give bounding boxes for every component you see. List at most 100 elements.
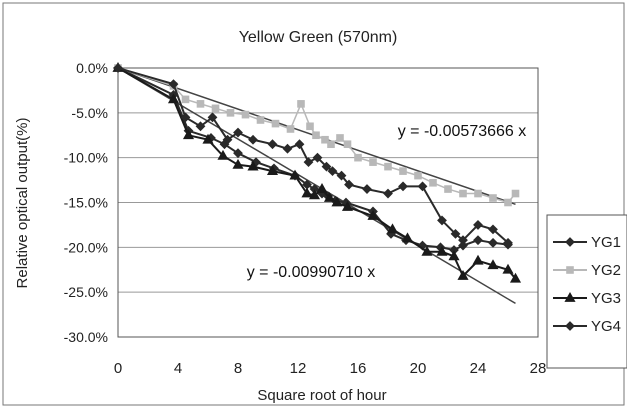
data-point-YG4	[503, 237, 513, 248]
x-axis-label: Square root of hour	[257, 387, 386, 404]
legend-marker-YG4	[565, 321, 575, 331]
data-point-YG4	[398, 181, 408, 192]
data-point-YG2	[321, 135, 329, 144]
data-point-YG4	[222, 134, 233, 145]
data-point-YG2	[354, 153, 362, 162]
data-point-YG2	[489, 194, 497, 202]
data-point-YG2	[271, 119, 280, 128]
legend: YG1 YG2 YG3 YG4	[553, 234, 621, 335]
data-point-YG1	[233, 148, 243, 159]
x-tick-label: 28	[530, 360, 547, 377]
y-axis-ticks: 0.0% -5.0% -10.0% -15.0% -20.0% -25.0% -30.0%	[64, 60, 108, 345]
data-point-YG2	[511, 189, 520, 198]
x-tick-label: 4	[174, 360, 182, 377]
data-point-YG3	[247, 160, 259, 171]
data-point-YG4	[458, 235, 468, 246]
data-point-YG2	[474, 189, 482, 198]
data-point-YG4	[327, 166, 338, 177]
data-point-YG2	[343, 140, 352, 149]
data-point-YG3	[487, 259, 499, 270]
data-point-YG4	[321, 161, 332, 172]
data-point-YG2	[444, 185, 452, 193]
data-point-YG2	[297, 100, 305, 108]
data-point-YG3	[502, 263, 514, 274]
legend-label-YG2: YG2	[591, 262, 621, 279]
x-tick-label: 20	[410, 360, 427, 377]
data-point-YG4	[267, 139, 278, 150]
y-tick-label: -10.0%	[64, 150, 108, 166]
data-point-YG2	[459, 189, 467, 198]
data-point-YG3	[341, 200, 354, 211]
data-point-YG3	[472, 254, 484, 265]
y-tick-label: -15.0%	[64, 195, 108, 211]
data-point-YG3	[217, 149, 229, 160]
data-point-YG2	[226, 109, 235, 117]
data-point-YG4	[417, 181, 428, 192]
data-point-YG3	[436, 245, 448, 256]
data-point-YG4	[180, 112, 191, 123]
legend-label-YG3: YG3	[591, 290, 621, 307]
data-point-YG4	[488, 224, 498, 235]
data-point-YG4	[303, 157, 314, 168]
data-point-YG4	[336, 170, 347, 181]
data-point-YG4	[195, 121, 206, 132]
data-point-YG2	[336, 134, 344, 142]
series-YG4	[113, 63, 513, 248]
legend-marker-YG2	[566, 266, 574, 274]
data-point-YG3	[323, 191, 336, 202]
data-point-YG3	[301, 187, 313, 198]
y-tick-label: -30.0%	[64, 329, 108, 345]
gridlines	[118, 112, 538, 293]
y-tick-label: -25.0%	[64, 284, 108, 300]
legend-marker-YG1	[565, 237, 575, 247]
x-tick-label: 12	[290, 360, 307, 377]
trendline-equation-2: y = -0.00990710 x	[247, 264, 376, 281]
legend-box	[546, 214, 627, 369]
data-point-YG2	[306, 122, 314, 131]
x-tick-label: 16	[350, 360, 367, 377]
data-point-YG1	[473, 235, 483, 246]
data-point-YG2	[286, 125, 295, 133]
data-point-YG3	[289, 169, 301, 180]
data-point-YG3	[457, 270, 469, 280]
data-point-YG3	[308, 189, 321, 200]
data-point-YG4	[344, 179, 354, 190]
data-point-YG2	[384, 162, 392, 171]
data-point-YG4	[312, 152, 323, 163]
data-point-YG4	[113, 63, 123, 73]
data-point-YG3	[167, 93, 180, 104]
legend-marker-YG3	[564, 291, 576, 302]
data-point-YG2	[399, 167, 407, 175]
trendline-equation-1: y = -0.00573666 x	[398, 123, 527, 140]
y-tick-label: 0.0%	[76, 60, 108, 76]
data-point-YG2	[414, 171, 422, 180]
data-point-YG4	[248, 134, 258, 145]
data-point-YG4	[437, 215, 447, 226]
data-point-YG4	[473, 220, 483, 230]
data-point-YG2	[181, 95, 190, 104]
data-point-YG3	[316, 183, 328, 193]
data-point-YG3	[182, 129, 195, 140]
data-point-YG2	[504, 198, 512, 207]
data-point-YG4	[362, 184, 372, 194]
data-point-YG4	[168, 79, 179, 90]
data-point-YG3	[421, 245, 433, 256]
legend-label-YG4: YG4	[591, 318, 621, 335]
plot-area	[117, 67, 539, 338]
data-point-YG3	[509, 272, 522, 283]
x-tick-label: 0	[114, 360, 122, 377]
data-point-YG4	[282, 143, 293, 154]
data-point-YG2	[327, 140, 335, 149]
data-point-YG1	[458, 240, 468, 251]
data-point-YG4	[207, 112, 218, 123]
data-point-YG3	[367, 209, 379, 220]
data-point-YG2	[196, 100, 205, 108]
data-point-YG3	[401, 232, 414, 243]
data-point-YG2	[211, 104, 220, 113]
data-point-YG2	[369, 158, 377, 166]
data-point-YG2	[429, 178, 437, 187]
legend-label-YG1: YG1	[591, 234, 621, 251]
data-point-YG4	[233, 127, 243, 138]
data-point-YG3	[232, 158, 244, 169]
